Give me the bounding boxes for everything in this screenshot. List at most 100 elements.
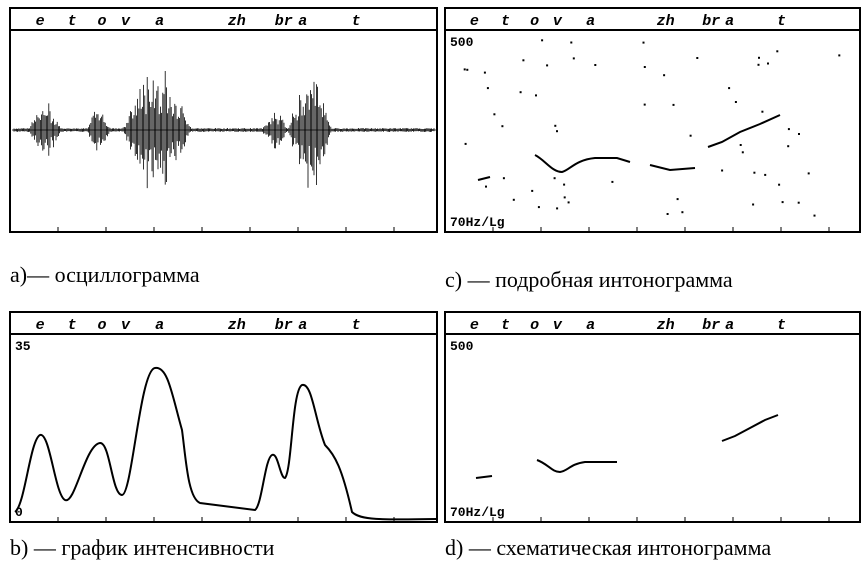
phoneme-label: a: [586, 13, 595, 30]
pitch-dot: [741, 151, 744, 154]
phoneme-label: br: [702, 13, 720, 30]
phoneme-label: a: [298, 13, 307, 30]
pitch-dot: [611, 180, 614, 183]
intensity-curve: [14, 367, 438, 521]
phoneme-label: t: [68, 317, 77, 334]
pitch-dot: [643, 66, 646, 68]
top-label: 500: [450, 339, 474, 354]
pitch-dot: [776, 50, 779, 53]
pitch-dot: [554, 124, 557, 127]
pitch-dot: [696, 57, 699, 59]
pitch-dot: [767, 62, 769, 65]
panel-frame: [9, 311, 438, 523]
pitch-dot: [556, 207, 559, 210]
panel-frame: [444, 7, 861, 233]
phoneme-label: o: [98, 317, 107, 334]
phoneme-label: v: [121, 317, 131, 334]
schematic-contours: [475, 414, 779, 479]
pitch-dot: [642, 41, 645, 44]
bottom-label: 0: [15, 505, 23, 520]
pitch-dot: [798, 133, 800, 135]
pitch-dot: [493, 113, 496, 116]
phoneme-label: br: [275, 317, 293, 334]
pitch-dot: [522, 59, 525, 62]
pitch-dot: [541, 39, 544, 42]
pitch-dot: [764, 173, 767, 176]
pitch-dot: [787, 145, 790, 148]
phoneme-label: t: [68, 13, 77, 30]
phoneme-label: o: [530, 317, 539, 334]
caption: b) — график интенсивности: [10, 535, 275, 560]
caption: d) — схематическая интонограмма: [445, 535, 771, 560]
pitch-dot: [758, 56, 760, 59]
top-label: 35: [15, 339, 31, 354]
bottom-label: 70Hz/Lg: [450, 215, 505, 230]
pitch-dot: [813, 214, 816, 217]
pitch-dot: [485, 185, 487, 188]
phoneme-label: t: [352, 317, 361, 334]
pitch-dot: [486, 87, 489, 90]
pitch-dot: [501, 125, 504, 128]
phoneme-label: e: [470, 317, 479, 334]
pitch-dot: [676, 198, 679, 201]
caption: a)— осциллограмма: [10, 262, 200, 287]
phoneme-label: zh: [228, 317, 246, 334]
pitch-dot: [570, 41, 573, 44]
pitch-dot: [681, 211, 684, 214]
pitch-dot: [778, 183, 781, 186]
pitch-dot: [752, 203, 755, 206]
phoneme-label: o: [530, 13, 539, 30]
phoneme-label: zh: [657, 13, 675, 30]
pitch-dot: [537, 206, 540, 209]
pitch-dot: [535, 94, 537, 97]
pitch-dot: [797, 201, 800, 204]
caption: c) — подробная интонограмма: [445, 267, 733, 292]
pitch-dot: [753, 171, 756, 174]
phoneme-label: a: [155, 317, 164, 334]
pitch-dot: [531, 189, 534, 192]
pitch-dot: [807, 172, 810, 175]
pitch-dot: [643, 103, 646, 106]
phoneme-label: t: [501, 13, 510, 30]
phoneme-label: e: [36, 317, 45, 334]
phoneme-label: a: [586, 317, 595, 334]
pitch-dot: [728, 87, 731, 90]
pitch-dot: [666, 213, 669, 215]
top-label: 500: [450, 35, 474, 50]
phoneme-label: t: [777, 13, 786, 30]
panel-frame: [9, 7, 438, 233]
phoneme-label: v: [121, 13, 131, 30]
phoneme-label: br: [702, 317, 720, 334]
pitch-dot: [546, 64, 549, 67]
phoneme-label: a: [725, 13, 734, 30]
pitch-dot: [483, 71, 486, 74]
phoneme-label: e: [470, 13, 479, 30]
panel-frame: [444, 311, 861, 523]
phoneme-label: t: [777, 317, 786, 334]
pitch-dot: [594, 64, 597, 66]
pitch-dot: [734, 101, 737, 103]
phoneme-label: o: [98, 13, 107, 30]
pitch-dot: [553, 177, 556, 180]
pitch-dot: [663, 74, 666, 77]
phoneme-label: zh: [657, 317, 675, 334]
pitch-dot: [721, 169, 724, 172]
waveform: [12, 71, 437, 189]
pitch-dot: [466, 68, 469, 71]
pitch-dot: [572, 57, 575, 60]
pitch-dot: [838, 54, 841, 57]
pitch-dot: [556, 130, 558, 133]
pitch-dot: [519, 91, 522, 94]
phoneme-label: e: [36, 13, 45, 30]
pitch-dot: [757, 63, 760, 66]
pitch-dot: [563, 196, 566, 199]
pitch-dot: [739, 144, 742, 146]
phoneme-label: br: [275, 13, 293, 30]
pitch-dot: [563, 183, 566, 186]
phoneme-label: a: [298, 317, 307, 334]
pitch-contours: [477, 114, 781, 181]
pitch-dot: [672, 103, 675, 106]
pitch-dot: [502, 177, 505, 180]
pitch-dot: [463, 68, 466, 71]
